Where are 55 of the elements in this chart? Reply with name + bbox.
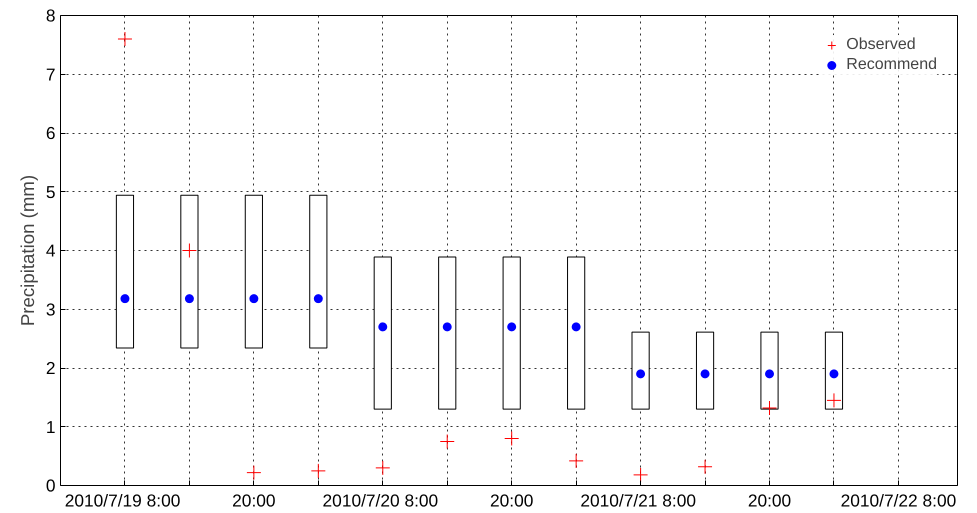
y-tick-label: 8 <box>46 6 56 26</box>
y-tick-label: 1 <box>46 416 56 437</box>
point <box>762 400 778 416</box>
point <box>246 465 262 480</box>
y-tick-label: 7 <box>46 64 56 84</box>
point <box>829 369 838 378</box>
point <box>765 369 774 378</box>
bar <box>824 332 844 410</box>
bar <box>116 194 134 349</box>
point <box>182 243 197 258</box>
point <box>572 322 581 332</box>
point <box>117 32 132 46</box>
point <box>375 460 390 476</box>
point <box>633 467 648 482</box>
y-tick-label: 6 <box>46 123 56 143</box>
point <box>120 294 130 304</box>
bar <box>374 256 392 410</box>
legend-label: Observed <box>846 36 916 54</box>
point <box>568 453 584 468</box>
point <box>636 369 646 378</box>
y-tick-label: 2 <box>46 358 56 378</box>
x-tick-label: 20:00 <box>490 490 534 510</box>
y-axis-title: Precipitation (mm) <box>16 174 38 326</box>
y-tick-label: 5 <box>46 182 56 202</box>
bar <box>438 256 456 410</box>
point <box>700 369 710 378</box>
x-tick-label: 20:00 <box>748 490 792 510</box>
bar <box>244 194 263 349</box>
point <box>507 322 516 332</box>
point <box>504 431 520 446</box>
point <box>698 459 713 474</box>
bar <box>632 332 650 410</box>
point <box>314 294 323 304</box>
x-tick-label: 2010/7/19 8:00 <box>64 490 180 510</box>
bar <box>180 194 199 349</box>
point <box>442 322 452 332</box>
x-tick-label: 2010/7/20 8:00 <box>322 490 438 510</box>
y-tick-label: 4 <box>46 240 56 260</box>
x-tick-label: 2010/7/22 8:00 <box>840 490 956 510</box>
legend-label: Recommend <box>846 56 937 74</box>
x-tick-label: 20:00 <box>232 490 276 510</box>
bar <box>696 332 714 410</box>
bar <box>502 256 521 410</box>
bar <box>567 256 586 410</box>
y-tick-label: 0 <box>46 476 56 496</box>
y-tick-label: 3 <box>46 299 56 320</box>
bar <box>309 194 328 349</box>
point <box>249 294 258 304</box>
point <box>310 463 326 478</box>
point <box>440 434 455 449</box>
point <box>826 392 842 408</box>
bar <box>760 332 779 410</box>
point <box>378 322 388 332</box>
x-tick-label: 2010/7/21 8:00 <box>580 490 696 510</box>
point <box>184 294 194 304</box>
